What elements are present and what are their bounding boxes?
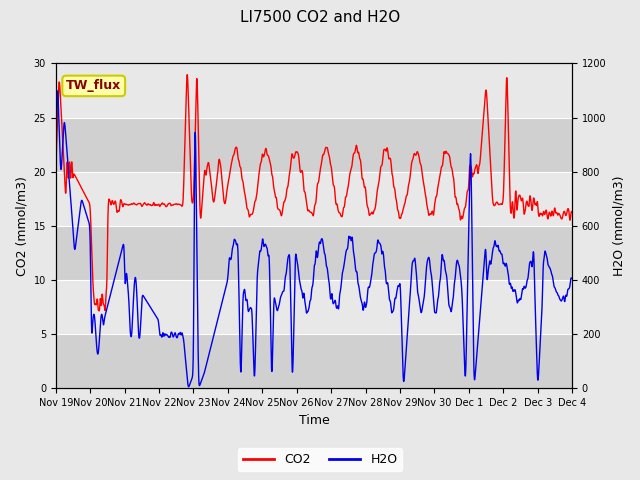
Y-axis label: CO2 (mmol/m3): CO2 (mmol/m3) [15, 176, 28, 276]
Bar [56, 334, 572, 388]
Text: LI7500 CO2 and H2O: LI7500 CO2 and H2O [240, 10, 400, 24]
Bar [56, 226, 572, 280]
Y-axis label: H2O (mmol/m3): H2O (mmol/m3) [612, 176, 625, 276]
Bar [56, 118, 572, 172]
Text: TW_flux: TW_flux [66, 79, 122, 92]
X-axis label: Time: Time [299, 414, 330, 427]
Legend: CO2, H2O: CO2, H2O [237, 448, 403, 471]
